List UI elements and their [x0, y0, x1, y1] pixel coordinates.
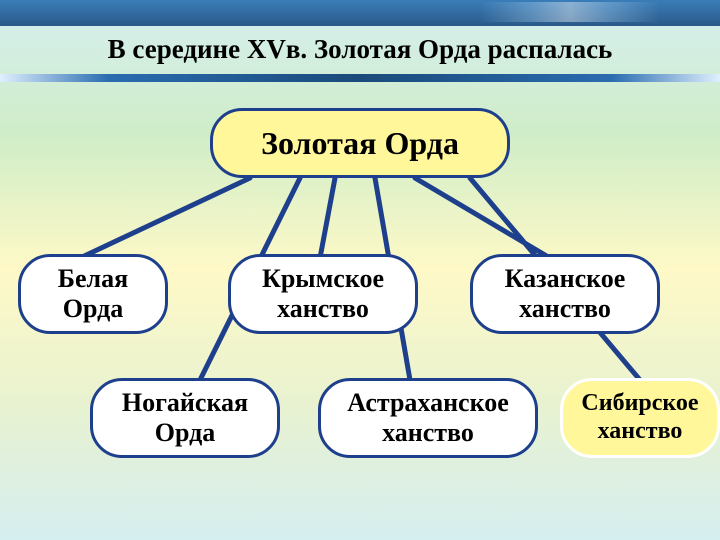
edge-4 — [415, 178, 550, 258]
child-node-5: Сибирскоеханство — [560, 378, 720, 458]
child-node-2: Казанскоеханство — [470, 254, 660, 334]
child-node-4: Астраханскоеханство — [318, 378, 538, 458]
root-node: Золотая Орда — [210, 108, 510, 178]
slide: В середине XVв. Золотая Орда распалась З… — [0, 0, 720, 540]
top-decoration — [480, 2, 660, 22]
child-node-3: НогайскаяОрда — [90, 378, 280, 458]
top-bar — [0, 0, 720, 26]
title-underline — [0, 74, 720, 82]
slide-title: В середине XVв. Золотая Орда распалась — [0, 30, 720, 69]
edge-0 — [80, 178, 250, 258]
child-node-1: Крымскоеханство — [228, 254, 418, 334]
edge-2 — [320, 178, 335, 258]
child-node-0: БелаяОрда — [18, 254, 168, 334]
